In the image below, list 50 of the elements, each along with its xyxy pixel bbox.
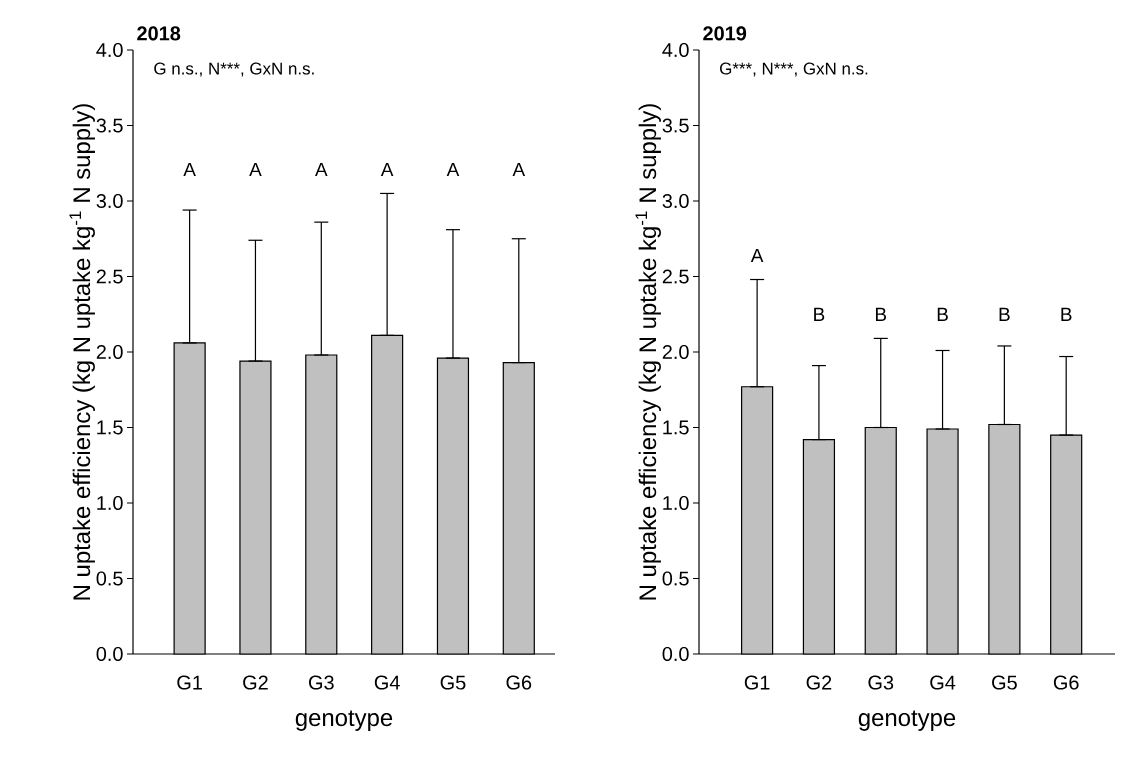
annotation: A	[380, 162, 394, 176]
y-tick-label: 1.0	[97, 495, 123, 511]
annotation: B	[875, 307, 887, 321]
y-tick-label: 0.0	[662, 646, 689, 662]
annotation: B	[999, 307, 1010, 321]
y-tick-label: 3.0	[96, 193, 123, 209]
y-axis-title: N uptake efficiency (kg N uptake kg$^{-1}$ N supply)	[635, 104, 661, 600]
annotation: A	[249, 162, 262, 176]
y-tick-label: 3.0	[662, 193, 689, 209]
annotation: G***, N***, GxN n.s.	[720, 62, 868, 77]
x-tick-label: G3	[309, 675, 334, 690]
annotation: G n.s., N***, GxN n.s.	[154, 62, 314, 77]
y-tick-label: 1.5	[97, 420, 123, 435]
annotation: A	[446, 162, 460, 176]
x-tick-label: G6	[1053, 675, 1079, 690]
y-tick-label: 3.5	[96, 118, 123, 133]
x-tick-label: G5	[440, 675, 466, 690]
x-tick-label: G6	[506, 675, 532, 690]
y-tick-label: 4.0	[662, 42, 689, 58]
x-tick-label: G3	[868, 675, 894, 690]
y-tick-label: 0.0	[96, 646, 123, 662]
y-tick-label: 4.0	[96, 42, 123, 58]
x-tick-label: G5	[992, 675, 1017, 690]
x-tick-label: G1	[744, 675, 770, 690]
x-axis-title: genotype	[295, 710, 393, 731]
x-tick-label: G1	[177, 675, 202, 690]
y-tick-label: 1.0	[663, 495, 689, 511]
x-tick-label: G4	[930, 675, 956, 690]
y-tick-label: 1.5	[663, 420, 689, 435]
y-tick-label: 0.5	[96, 571, 123, 586]
y-tick-label: 2.5	[96, 269, 123, 284]
y-tick-label: 2.0	[662, 344, 689, 360]
x-tick-label: G4	[374, 675, 400, 690]
annotation: A	[183, 162, 196, 176]
y-axis-title: N uptake efficiency (kg N uptake kg$^{-1}$ N supply)	[69, 104, 95, 600]
x-tick-label: G2	[806, 675, 832, 690]
x-tick-label: G2	[243, 675, 268, 690]
annotation: B	[1061, 307, 1072, 321]
annotation: A	[315, 162, 328, 176]
y-tick-label: 2.5	[662, 269, 689, 284]
annotation: A	[750, 248, 764, 262]
y-tick-label: 2.0	[96, 344, 123, 360]
annotation: B	[814, 307, 825, 321]
annotation: A	[512, 162, 526, 176]
y-tick-label: 3.5	[662, 118, 689, 133]
chart-title: 2019	[703, 26, 747, 41]
annotation: B	[937, 307, 948, 321]
x-axis-title: genotype	[858, 710, 956, 731]
y-tick-label: 0.5	[662, 571, 689, 586]
chart-title: 2018	[137, 26, 181, 41]
